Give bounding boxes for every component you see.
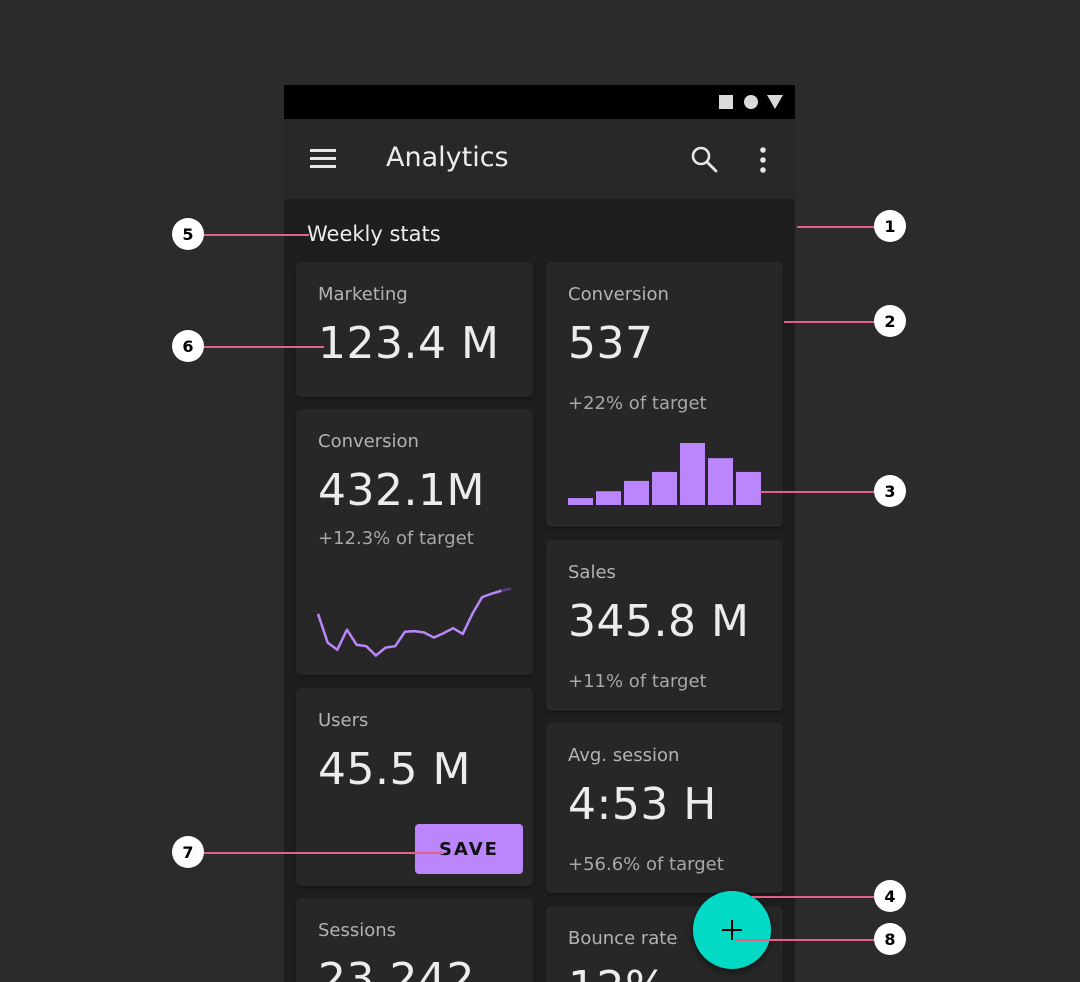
card-subtitle: +12.3% of target (318, 528, 474, 549)
card-label: Users (318, 710, 369, 731)
card-subtitle: +22% of target (568, 393, 707, 414)
card-subtitle: +56.6% of target (568, 854, 724, 875)
chart-bar (624, 480, 649, 505)
menu-icon[interactable] (310, 149, 336, 169)
avg-session-card[interactable]: Avg. session 4:53 H +56.6% of target (546, 723, 783, 893)
card-label: Avg. session (568, 745, 680, 766)
line-chart (316, 587, 512, 657)
callout-marker: 1 (874, 210, 906, 242)
callout-line (797, 226, 874, 228)
card-value: 4:53 H (568, 779, 717, 830)
chart-bar (596, 491, 621, 505)
card-subtitle: +11% of target (568, 671, 707, 692)
card-label: Conversion (568, 284, 669, 305)
sessions-card[interactable]: Sessions 23,242 (296, 898, 533, 982)
card-value: 45.5 M (318, 744, 471, 795)
conversion-line-card[interactable]: Conversion 432.1M +12.3% of target (296, 409, 533, 675)
bar-chart (568, 443, 761, 505)
conversion-bar-card[interactable]: Conversion 537 +22% of target (546, 262, 783, 527)
card-label: Marketing (318, 284, 408, 305)
section-title: Weekly stats (307, 222, 441, 246)
card-label: Sessions (318, 920, 397, 941)
callout-marker: 8 (874, 923, 906, 955)
search-icon[interactable] (690, 145, 718, 173)
top-app-bar: Analytics (284, 119, 795, 199)
card-value: 537 (568, 318, 654, 369)
callout-marker: 7 (172, 836, 204, 868)
chart-line-tail (501, 587, 512, 592)
chart-bar (568, 498, 593, 505)
back-icon (767, 95, 783, 109)
card-label: Conversion (318, 431, 419, 452)
add-fab[interactable] (693, 891, 771, 969)
status-bar (284, 85, 795, 119)
sales-card[interactable]: Sales 345.8 M +11% of target (546, 540, 783, 711)
home-icon (744, 95, 758, 109)
callout-line (752, 896, 874, 898)
chart-bar (736, 471, 761, 505)
callout-marker: 5 (172, 218, 204, 250)
callout-line (735, 939, 874, 941)
callout-line (204, 346, 324, 348)
callout-marker: 2 (874, 305, 906, 337)
callout-marker: 3 (874, 475, 906, 507)
chart-bar (652, 471, 677, 505)
card-label: Sales (568, 562, 616, 583)
callout-line (204, 852, 444, 854)
chart-bar (708, 458, 733, 505)
card-value: 123.4 M (318, 318, 500, 369)
phone-screen: Analytics Weekly stats Marketing 123.4 M… (284, 85, 795, 982)
callout-marker: 6 (172, 330, 204, 362)
card-value: 12% (568, 962, 667, 982)
card-label: Bounce rate (568, 928, 678, 949)
callout-line (204, 234, 309, 236)
chart-line (316, 589, 502, 657)
app-title: Analytics (386, 142, 509, 173)
chart-bar (680, 443, 705, 505)
callout-marker: 4 (874, 880, 906, 912)
more-vert-icon[interactable] (752, 146, 774, 174)
callout-line (784, 321, 874, 323)
plus-icon-stroke (731, 920, 733, 940)
card-value: 345.8 M (568, 596, 750, 647)
save-button[interactable]: SAVE (415, 824, 523, 874)
recents-icon (719, 95, 733, 109)
card-value: 23,242 (318, 954, 475, 982)
users-card[interactable]: Users 45.5 M SAVE (296, 688, 533, 886)
card-value: 432.1M (318, 465, 485, 516)
marketing-card[interactable]: Marketing 123.4 M (296, 262, 533, 397)
callout-line (760, 491, 874, 493)
